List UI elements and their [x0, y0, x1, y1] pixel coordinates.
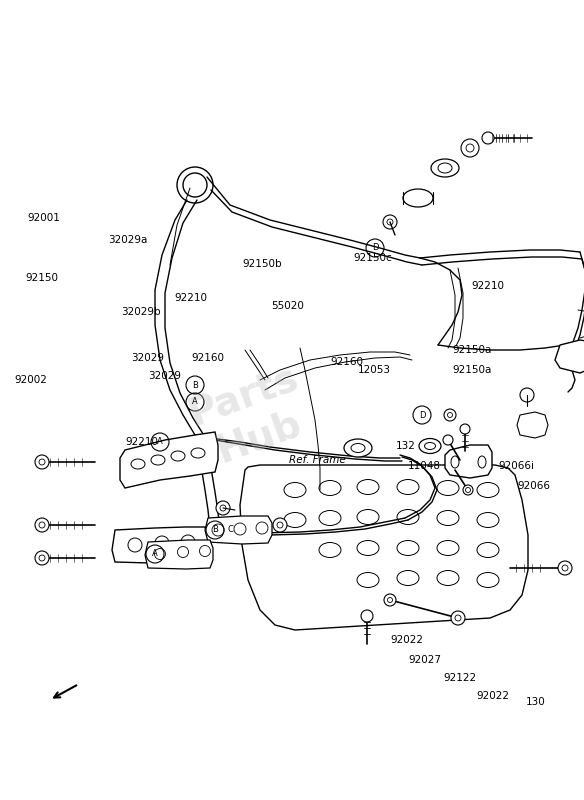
Text: 92022: 92022 — [476, 691, 509, 701]
Circle shape — [447, 413, 453, 418]
Text: A: A — [152, 550, 158, 558]
Text: A: A — [157, 438, 163, 446]
Text: A: A — [192, 398, 198, 406]
Text: 132: 132 — [396, 442, 416, 451]
Circle shape — [39, 522, 45, 528]
Circle shape — [443, 435, 453, 445]
Circle shape — [455, 615, 461, 621]
Circle shape — [35, 455, 49, 469]
Circle shape — [558, 561, 572, 575]
Ellipse shape — [344, 439, 372, 457]
Text: 32029: 32029 — [131, 353, 165, 362]
Ellipse shape — [431, 159, 459, 177]
Text: 92160: 92160 — [330, 357, 363, 366]
Circle shape — [466, 144, 474, 152]
Circle shape — [461, 139, 479, 157]
Text: 92210: 92210 — [472, 282, 505, 291]
Text: C: C — [227, 526, 233, 534]
Polygon shape — [120, 432, 218, 488]
Polygon shape — [145, 540, 213, 569]
Text: 92066: 92066 — [517, 482, 551, 491]
Circle shape — [520, 388, 534, 402]
Circle shape — [384, 594, 396, 606]
Text: 12053: 12053 — [358, 365, 391, 374]
Polygon shape — [555, 340, 584, 373]
Circle shape — [465, 487, 471, 493]
Polygon shape — [240, 465, 528, 630]
Circle shape — [277, 522, 283, 528]
Circle shape — [383, 215, 397, 229]
Text: 92210: 92210 — [126, 438, 159, 447]
Text: 92150b: 92150b — [242, 259, 282, 269]
Text: 92150a: 92150a — [453, 365, 492, 374]
Circle shape — [39, 555, 45, 561]
Circle shape — [482, 132, 494, 144]
Circle shape — [460, 424, 470, 434]
Circle shape — [444, 409, 456, 421]
Text: 92022: 92022 — [390, 635, 423, 645]
Text: B: B — [192, 381, 198, 390]
Text: 55020: 55020 — [272, 301, 304, 310]
Text: 92002: 92002 — [15, 375, 47, 385]
Circle shape — [35, 551, 49, 565]
Ellipse shape — [419, 438, 441, 454]
Circle shape — [451, 611, 465, 625]
Text: 130: 130 — [526, 698, 545, 707]
Text: D: D — [372, 243, 378, 253]
Text: 92027: 92027 — [409, 655, 442, 665]
Circle shape — [463, 485, 473, 495]
Circle shape — [273, 518, 287, 532]
Text: B: B — [212, 526, 218, 534]
Circle shape — [220, 505, 226, 511]
Text: Parts
Hub: Parts Hub — [183, 358, 319, 474]
Circle shape — [216, 501, 230, 515]
Text: D: D — [419, 410, 425, 419]
Text: 92150a: 92150a — [453, 345, 492, 354]
Text: 32029a: 32029a — [108, 235, 147, 245]
Circle shape — [361, 610, 373, 622]
Polygon shape — [112, 527, 210, 563]
Circle shape — [388, 598, 392, 602]
Text: 92066i: 92066i — [499, 462, 535, 471]
Polygon shape — [445, 445, 492, 478]
Text: 92122: 92122 — [444, 674, 477, 683]
Circle shape — [35, 518, 49, 532]
Polygon shape — [205, 516, 272, 544]
Text: 92001: 92001 — [27, 213, 60, 222]
Text: 92210: 92210 — [174, 294, 207, 303]
Circle shape — [39, 459, 45, 465]
Text: 32029: 32029 — [148, 371, 181, 381]
Text: 32029b: 32029b — [121, 307, 161, 317]
Text: 92150c: 92150c — [353, 254, 392, 263]
Circle shape — [562, 565, 568, 571]
Circle shape — [387, 219, 393, 225]
Polygon shape — [517, 412, 548, 438]
Text: 92160: 92160 — [192, 354, 225, 363]
Text: 11048: 11048 — [408, 462, 441, 471]
Text: Ref. Frame: Ref. Frame — [289, 455, 346, 465]
Ellipse shape — [403, 189, 433, 207]
Text: 92150: 92150 — [25, 274, 58, 283]
